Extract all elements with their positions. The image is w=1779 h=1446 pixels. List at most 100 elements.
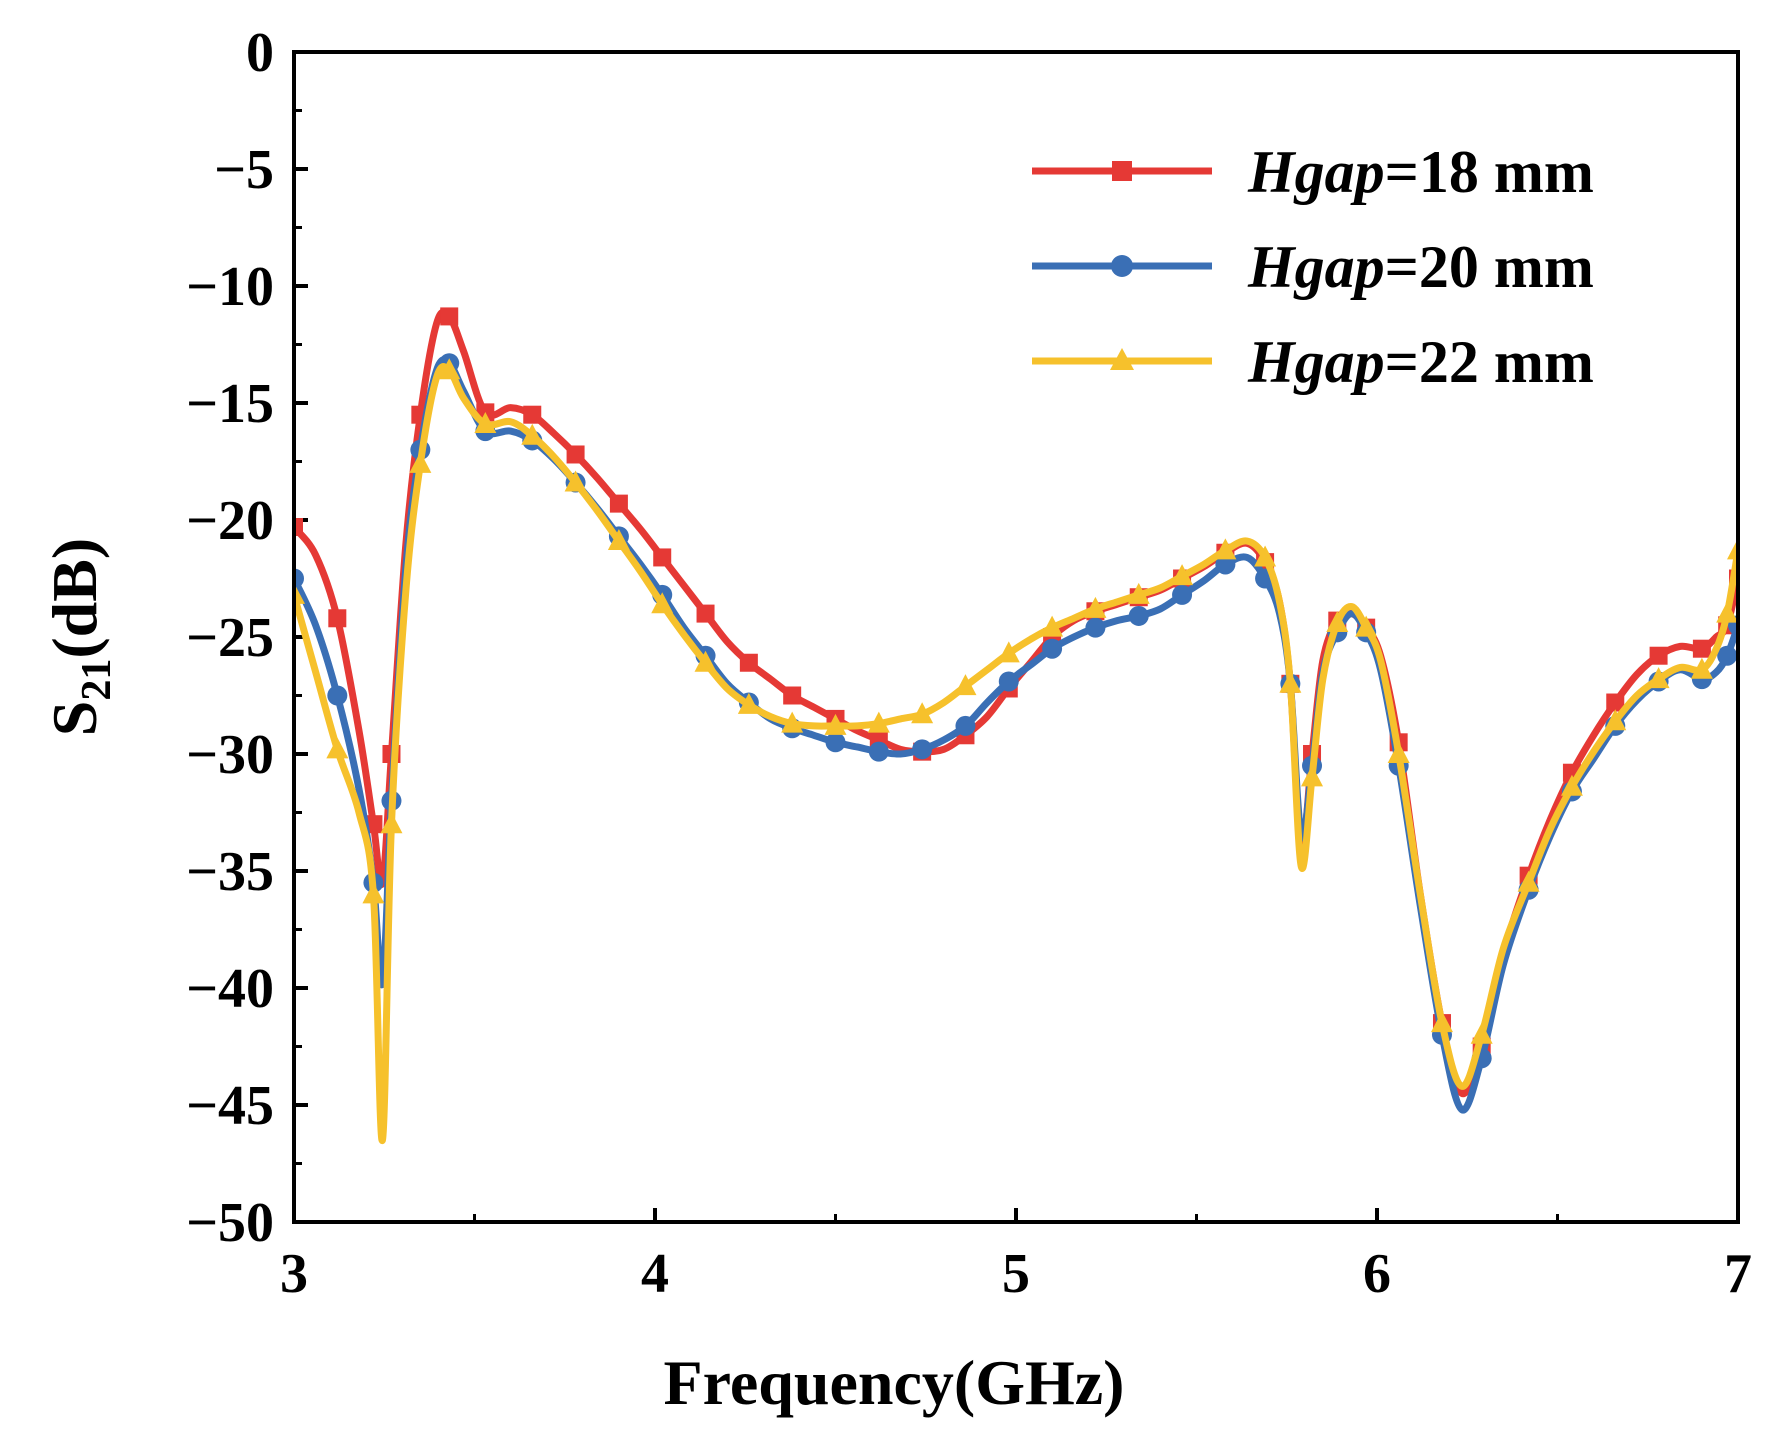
data-point-triangle [521,423,544,445]
y-tick-label: −35 [186,841,274,903]
legend-label-18mm-rest: =18 mm [1385,139,1594,205]
series-line [294,363,1738,1144]
x-tick-label: 5 [1002,1243,1030,1305]
legend-label-20mm-rest: =20 mm [1385,234,1594,300]
y-axis-title-sub: 21 [74,659,120,701]
data-point-triangle [694,650,717,672]
data-point-triangle [438,358,461,380]
data-point-triangle [326,737,349,759]
data-point-triangle [409,451,432,473]
data-point-triangle [1430,1011,1453,1033]
data-point-triangle [607,529,630,551]
data-point-triangle [867,711,890,733]
data-point-triangle [997,641,1020,663]
x-tick-label: 3 [280,1243,308,1305]
y-tick-label: −20 [186,490,274,552]
data-point-triangle [781,711,804,733]
data-point-triangle [1084,596,1107,618]
series-line [294,356,1738,1114]
data-point-square [739,653,758,672]
data-point-triangle [564,470,587,492]
legend-item-18mm: Hgap=18 mm [1032,139,1594,205]
data-point-square [566,445,585,464]
legend-marker-triangle [1110,348,1134,370]
data-point-triangle [1041,615,1064,637]
data-point-triangle [1387,742,1410,763]
tick-labels: 0 −5 −10 −15 −20 −25 −30 −35 −40 −45 −503 4 5 6 7 [186,22,1752,1305]
x-tick-label: 6 [1363,1243,1391,1305]
data-point-triangle [294,582,305,604]
data-point-square [1649,646,1668,665]
data-point-triangle [824,713,847,735]
data-point-triangle [1279,671,1302,693]
data-point-circle [1042,638,1063,659]
data-point-triangle [1254,545,1277,567]
data-point-triangle [1127,582,1150,604]
y-tick-label: −10 [186,256,274,318]
data-point-triangle [362,882,385,904]
legend-item-20mm: Hgap=20 mm [1032,234,1594,300]
data-point-square [1692,639,1711,658]
y-tick-label: −25 [186,607,274,669]
data-point-circle [1215,554,1236,575]
data-point-triangle [474,412,497,434]
data-point-circle [998,671,1019,692]
axis-ticks [292,50,1740,1224]
y-axis-title-main: S [39,701,110,737]
data-point-triangle [737,692,760,714]
data-point-circle [955,715,976,736]
y-tick-label: −15 [186,373,274,435]
data-point-square [653,548,672,567]
x-tick-label: 4 [641,1243,669,1305]
x-tick-label: 7 [1724,1243,1752,1305]
series-22mm [294,358,1738,1144]
series-layer [294,307,1738,1144]
legend-label-20mm: Hgap=20 mm [1247,234,1594,300]
legend-item-22mm: Hgap=22 mm [1032,329,1594,395]
y-tick-label: −50 [186,1192,274,1254]
legend-marker-square [1112,161,1132,181]
data-point-circle [912,739,933,760]
data-point-circle [294,568,304,589]
data-point-square [328,609,347,628]
legend-marker-circle [1111,255,1133,277]
data-point-square [523,405,542,424]
data-point-triangle [1690,657,1713,679]
data-point-triangle [1470,1022,1493,1044]
data-point-triangle [1355,615,1378,637]
legend-label-18mm: Hgap=18 mm [1247,139,1594,205]
x-axis-title: Frequency(GHz) [664,1347,1125,1418]
data-point-square [609,494,628,513]
data-point-triangle [1301,765,1324,787]
data-point-triangle [380,812,403,834]
data-point-square [696,604,715,623]
legend-label-22mm-rest: =22 mm [1385,329,1594,395]
data-point-triangle [1517,870,1540,892]
y-axis-title-unit: (dB) [39,538,110,659]
data-point-triangle [1604,709,1627,731]
data-point-circle [1717,645,1738,666]
data-point-triangle [1647,667,1670,689]
legend-label-22mm-italic: Hgap [1247,329,1385,395]
data-point-circle [1172,584,1193,605]
y-tick-label: −45 [186,1075,274,1137]
data-point-square [783,686,802,705]
data-point-triangle [651,592,674,614]
data-point-square [1606,693,1625,712]
data-point-triangle [911,702,934,724]
data-point-circle [1128,605,1149,626]
legend-label-22mm: Hgap=22 mm [1247,329,1594,395]
series-20mm [294,353,1738,1114]
data-point-triangle [1326,610,1349,632]
y-tick-label: −40 [186,958,274,1020]
data-point-triangle [1171,564,1194,586]
data-point-circle [868,741,889,762]
y-tick-label: −30 [186,724,274,786]
data-point-triangle [1560,774,1583,796]
plot-frame [292,50,1740,1224]
data-point-triangle [954,674,977,696]
data-point-circle [825,732,846,753]
data-point-triangle [1716,601,1738,623]
legend-label-20mm-italic: Hgap [1247,234,1385,300]
